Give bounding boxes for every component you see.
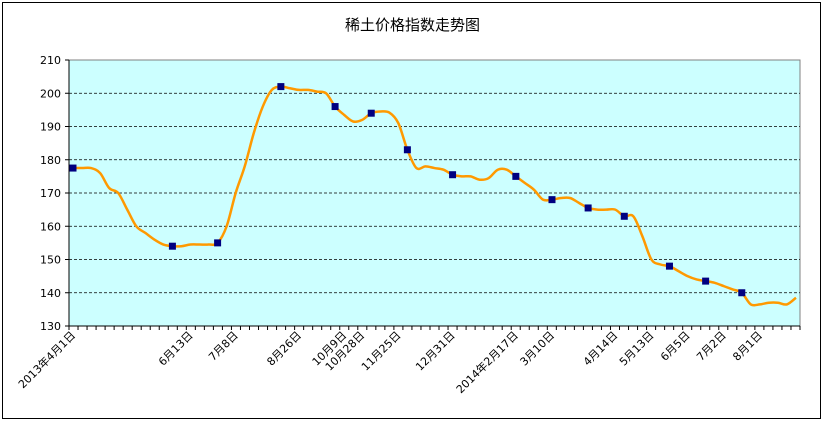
y-tick-label: 180: [40, 154, 61, 167]
y-tick-label: 150: [40, 254, 61, 267]
data-point-marker: [277, 83, 285, 91]
x-tick-label: 2013年4月1日: [15, 328, 78, 391]
data-point-marker: [584, 204, 592, 212]
data-point-marker: [168, 242, 176, 250]
data-point-marker: [620, 212, 628, 220]
x-tick-label: 12月31日: [413, 329, 458, 374]
x-tick-label: 6月13日: [156, 329, 196, 369]
series-markers: [69, 83, 746, 297]
x-axis-ticks: [68, 326, 801, 330]
x-tick-label: 3月10日: [518, 329, 558, 369]
x-axis-labels: 2013年4月1日 6月13日 7月8日 8月26日 10月9日10月28日11月25日…: [15, 328, 765, 396]
data-point-marker: [449, 171, 457, 179]
x-tick-label: 7月8日: [206, 329, 241, 364]
x-tick-label: 4月14日: [581, 329, 621, 369]
gridlines: [69, 92, 800, 294]
x-tick-label: 6月5日: [658, 329, 693, 364]
y-tick-label: 160: [40, 220, 61, 233]
x-tick-label: 2014年2月17日: [453, 328, 521, 396]
x-tick-label: 7月2日: [694, 329, 729, 364]
data-point-marker: [367, 109, 375, 117]
data-point-marker: [665, 262, 673, 270]
x-tick-label: 11月25日: [359, 329, 404, 374]
y-axis-ticks: 130 140 150 160 170 180 190 200 210: [40, 54, 69, 333]
data-point-marker: [738, 289, 746, 297]
y-tick-label: 140: [40, 287, 61, 300]
series-line: [72, 85, 797, 307]
y-tick-label: 130: [40, 320, 61, 333]
data-point-marker: [403, 146, 411, 154]
data-point-marker: [69, 164, 77, 172]
data-point-marker: [331, 103, 339, 111]
x-tick-label: 5月13日: [617, 329, 657, 369]
y-tick-label: 190: [40, 121, 61, 134]
data-point-marker: [702, 277, 710, 285]
x-tick-label: 8月1日: [730, 329, 765, 364]
y-tick-label: 210: [40, 54, 61, 67]
y-tick-label: 170: [40, 187, 61, 200]
data-point-marker: [512, 172, 520, 180]
x-tick-label: 8月26日: [264, 329, 304, 369]
chart-title: 稀土价格指数走势图: [344, 16, 480, 34]
data-point-marker: [548, 196, 556, 204]
data-point-marker: [214, 239, 222, 247]
y-tick-label: 200: [40, 87, 61, 100]
